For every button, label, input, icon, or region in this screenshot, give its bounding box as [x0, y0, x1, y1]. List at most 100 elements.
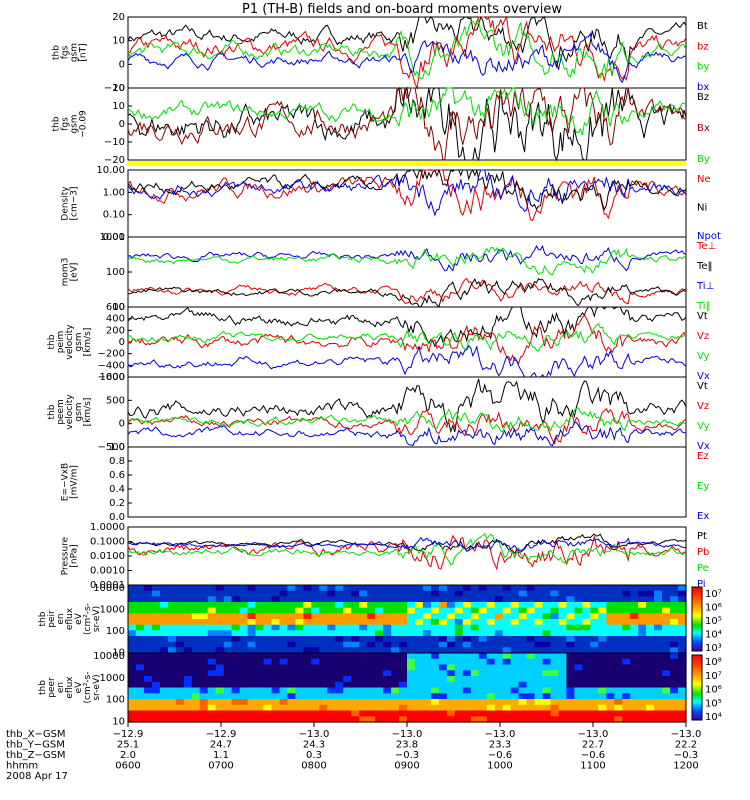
heatmap-cell: [199, 699, 209, 706]
heatmap-cell: [415, 704, 424, 712]
heatmap-cell: [287, 613, 296, 620]
heatmap-cell: [646, 716, 655, 723]
heatmap-cell: [303, 710, 312, 717]
heatmap-cell: [526, 613, 536, 620]
heatmap-cell: [415, 585, 424, 592]
heatmap-cell: [622, 699, 631, 706]
heatmap-cell: [343, 630, 352, 637]
heatmap-cell: [399, 710, 408, 717]
heatmap-cell: [622, 641, 631, 648]
heatmap-cell: [670, 636, 679, 643]
heatmap-cell: [295, 704, 304, 712]
heatmap-cell: [279, 619, 289, 626]
heatmap-cell: [263, 687, 273, 694]
heatmap-cell: [175, 647, 185, 654]
heatmap-cell: [590, 653, 599, 660]
heatmap-cell: [175, 641, 185, 648]
heatmap-cell: [614, 613, 623, 620]
heatmap-cell: [367, 676, 376, 683]
heatmap-cell: [167, 596, 177, 603]
heatmap-cell: [510, 716, 520, 723]
heatmap-cell: [407, 630, 416, 637]
heatmap-cell: [415, 602, 424, 609]
heatmap-cell: [303, 590, 312, 597]
heatmap-cell: [582, 693, 591, 700]
heatmap-cell: [407, 585, 416, 592]
heatmap-cell: [415, 653, 424, 660]
heatmap-cell: [383, 613, 392, 620]
heatmap-cell: [478, 624, 488, 631]
heatmap-cell: [462, 619, 472, 626]
heatmap-cell: [622, 619, 631, 626]
heatmap-cell: [295, 613, 304, 620]
heatmap-cell: [367, 658, 376, 666]
heatmap-cell: [558, 693, 568, 700]
heatmap-cell: [263, 658, 273, 666]
heatmap-cell: [407, 664, 416, 671]
heatmap-cell: [678, 716, 687, 723]
heatmap-cell: [558, 607, 568, 614]
heatmap-cell: [486, 641, 496, 648]
heatmap-cell: [542, 647, 552, 654]
heatmap-cell: [646, 613, 655, 620]
heatmap-cell: [383, 624, 392, 631]
heatmap-cell: [534, 670, 544, 677]
heatmap-cell: [343, 590, 352, 597]
heatmap-cell: [231, 676, 241, 683]
heatmap-cell: [622, 710, 631, 717]
heatmap-cell: [199, 596, 209, 603]
heatmap-cell: [590, 590, 599, 597]
heatmap-cell: [271, 653, 281, 660]
heatmap-cell: [391, 641, 400, 648]
heatmap-cell: [287, 687, 296, 694]
heatmap-cell: [558, 636, 568, 643]
heatmap-cell: [335, 619, 344, 626]
heatmap-cell: [494, 687, 504, 694]
heatmap-cell: [391, 613, 400, 620]
heatmap-cell: [510, 658, 520, 666]
heatmap-cell: [598, 585, 607, 592]
heatmap-cell: [550, 607, 560, 614]
heatmap-cell: [678, 602, 687, 609]
heatmap-cell: [207, 710, 217, 717]
heatmap-cell: [215, 607, 225, 614]
heatmap-cell: [534, 681, 544, 689]
heatmap-cell: [319, 653, 328, 660]
heatmap-cell: [614, 670, 623, 677]
heatmap-cell: [638, 602, 647, 609]
heatmap-cell: [550, 710, 560, 717]
heatmap-cell: [478, 653, 488, 660]
heatmap-cell: [526, 602, 536, 609]
heatmap-cell: [446, 602, 456, 609]
heatmap-cell: [319, 590, 328, 597]
heatmap-cell: [263, 641, 273, 648]
heatmap-cell: [502, 619, 512, 626]
heatmap-cell: [159, 704, 169, 712]
heatmap-cell: [351, 658, 360, 666]
heatmap-cell: [215, 602, 225, 609]
heatmap-cell: [335, 641, 344, 648]
heatmap-cell: [622, 624, 631, 631]
heatmap-cell: [359, 636, 368, 643]
heatmap-cell: [454, 676, 464, 683]
heatmap-cell: [263, 619, 273, 626]
heatmap-cell: [678, 664, 687, 671]
heatmap-cell: [143, 670, 153, 677]
heatmap-cell: [303, 716, 312, 723]
heatmap-cell: [351, 710, 360, 717]
heatmap-cell: [136, 636, 145, 643]
heatmap-cell: [383, 699, 392, 706]
heatmap-cell: [454, 647, 464, 654]
heatmap-cell: [542, 699, 552, 706]
heatmap-cell: [231, 716, 241, 723]
heatmap-cell: [678, 590, 687, 597]
heatmap-cell: [255, 658, 265, 666]
ytick-label: 10: [112, 717, 125, 728]
heatmap-cell: [654, 585, 663, 592]
heatmap-cell: [454, 664, 464, 671]
heatmap-cell: [646, 647, 655, 654]
heatmap-cell: [128, 590, 137, 597]
ylabel-line: mom3: [61, 258, 71, 287]
heatmap-cell: [422, 716, 432, 723]
ylabel-line: gsm: [74, 402, 84, 421]
